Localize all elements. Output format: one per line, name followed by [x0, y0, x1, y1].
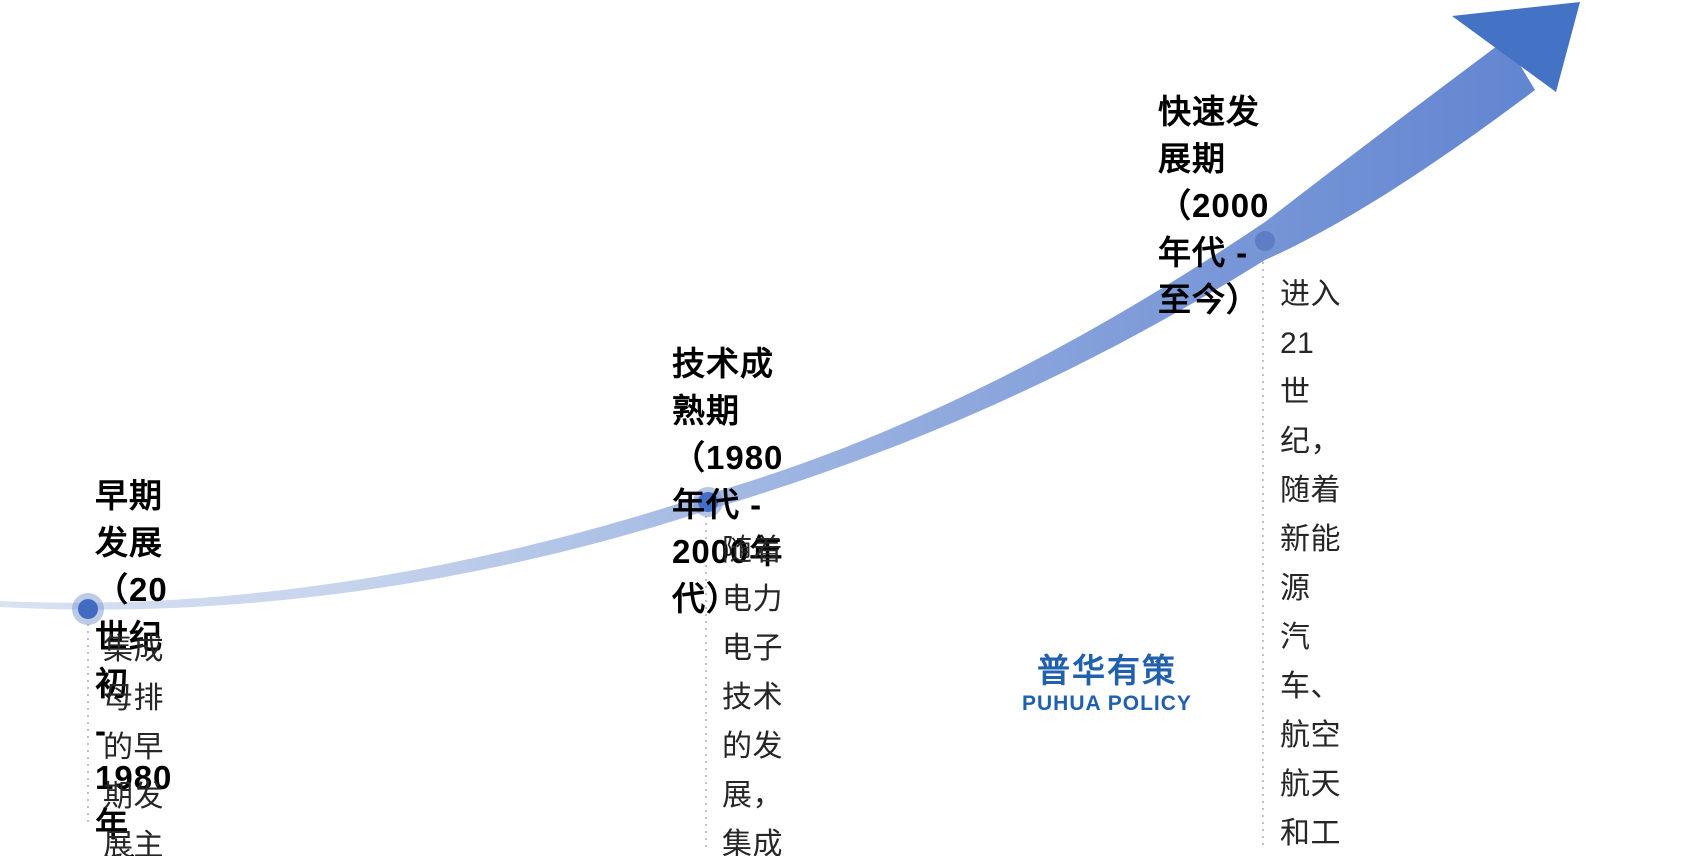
- milestone-body: 进入21世纪，随着新能源 汽车、航空航天和工业自动 化等领域的快速发展，集成 母…: [1280, 278, 1341, 850]
- milestone-title: 快速发展期（2000 年代 - 至今）: [1158, 93, 1270, 318]
- puhua-watermark: 普华有策 PUHUA POLICY: [1022, 653, 1192, 716]
- milestone-body: 随着电力电子技术的发展，集成母排 的设计和制造技术逐渐成熟。这一时 期出现了多种…: [722, 534, 783, 856]
- milestone-title: 技术成熟期（1980 年代 - 2000年代）: [672, 345, 784, 617]
- milestone-body: 集成母排的早期发展主要集中在工业领 域，用于简单的电力传输和分配。这一 时期的技…: [103, 633, 164, 856]
- milestone-dot-1: [72, 593, 104, 625]
- puhua-watermark-en: PUHUA POLICY: [1022, 692, 1192, 715]
- milestone-dot-2: [693, 487, 723, 517]
- milestone-dot-3: [1251, 227, 1279, 255]
- puhua-watermark-cn: 普华有策: [1036, 652, 1177, 689]
- arrow-head-icon: [1452, 2, 1580, 92]
